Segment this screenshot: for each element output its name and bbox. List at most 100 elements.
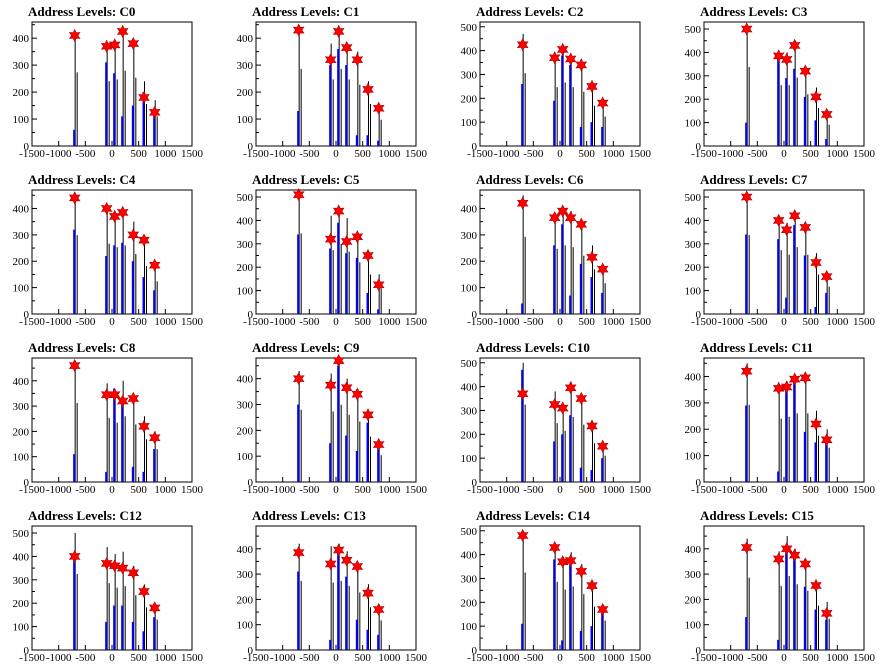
y-tick-label: 300 <box>685 398 702 410</box>
panel-title: Address Levels: C14 <box>476 508 590 524</box>
x-tick-label: -1500 <box>467 148 493 160</box>
chart-panel-c6: 0 100 200 300 400 -1500 -1000 -500 0 500 1000 1500 A… <box>448 168 672 336</box>
y-tick-label: 0 <box>472 477 478 489</box>
x-tick-label: 500 <box>578 484 595 496</box>
plot-frame <box>479 21 641 147</box>
x-tick-label: -1500 <box>243 148 269 160</box>
x-tick-label: -500 <box>75 148 96 160</box>
x-tick-label: 500 <box>354 484 371 496</box>
x-tick-label: -500 <box>747 148 768 160</box>
panel-title: Address Levels: C12 <box>28 508 142 524</box>
peak-marker <box>372 278 385 292</box>
peak-marker <box>340 40 353 55</box>
y-tick-label: 200 <box>237 425 254 437</box>
y-tick-label: 0 <box>696 645 702 657</box>
peak-marker <box>127 566 140 580</box>
peak-marker <box>772 49 785 63</box>
panel-title-channel: C15 <box>791 508 814 523</box>
x-tick-label: 500 <box>802 148 819 160</box>
x-tick-label: -1000 <box>494 148 520 160</box>
x-tick-label: 0 <box>557 148 563 160</box>
y-tick-label: 0 <box>248 645 254 657</box>
peak-marker <box>324 232 337 246</box>
x-tick-label: 1500 <box>853 316 876 328</box>
peak-marker <box>575 391 588 406</box>
x-tick-label: -1500 <box>467 652 493 664</box>
x-tick-label: 1500 <box>629 148 652 160</box>
peak-marker <box>292 23 305 37</box>
peak-marker <box>362 248 374 263</box>
x-tick-label: -500 <box>299 652 320 664</box>
y-tick-label: 100 <box>685 118 702 130</box>
peak-marker <box>148 601 161 615</box>
x-tick-label: -1500 <box>243 652 269 664</box>
panel-title: Address Levels: C0 <box>28 4 135 20</box>
chart-svg: 0 100 200 300 400 -1500 -1000 -500 0 500 1000 1500 <box>461 189 652 328</box>
peak-marker <box>596 439 609 453</box>
peak-marker <box>820 269 833 284</box>
panel-title-channel: C5 <box>343 172 360 187</box>
chart-panel-c2: 0 100 200 300 400 500 -1500 -1000 -500 0 500 1000 15… <box>448 0 672 168</box>
panel-title: Address Levels: C15 <box>700 508 814 524</box>
peak-marker <box>586 578 598 593</box>
x-tick-label: -1500 <box>19 148 45 160</box>
y-tick-label: 100 <box>13 283 30 295</box>
chart-panel-c3: 0 100 200 300 400 500 -1500 -1000 -500 0 500 1000 15… <box>672 0 896 168</box>
panel-title-channel: C0 <box>119 4 136 19</box>
x-tick-label: -1000 <box>494 484 520 496</box>
x-tick-label: 1000 <box>378 484 401 496</box>
x-tick-label: 1500 <box>405 148 428 160</box>
x-tick-label: 500 <box>578 148 595 160</box>
y-tick-label: 400 <box>13 33 30 45</box>
y-tick-label: 400 <box>461 382 478 394</box>
peak-marker <box>116 561 129 575</box>
x-tick-label: -500 <box>747 484 768 496</box>
y-tick-label: 200 <box>461 256 478 268</box>
x-tick-label: -500 <box>75 316 96 328</box>
peak-marker <box>138 419 150 433</box>
peak-marker <box>740 364 753 378</box>
panel-title-channel: C9 <box>343 340 360 355</box>
peak-marker <box>100 388 113 402</box>
y-tick-label: 200 <box>461 93 478 105</box>
y-tick-label: 400 <box>685 371 702 383</box>
x-tick-label: 500 <box>578 652 595 664</box>
peak-marker <box>324 378 337 392</box>
x-tick-label: 1500 <box>629 484 652 496</box>
peak-marker <box>575 564 588 578</box>
y-tick-label: 100 <box>237 451 254 463</box>
panel-title-prefix: Address Levels: <box>252 508 344 523</box>
x-tick-label: 1000 <box>826 652 849 664</box>
chart-panel-c13: 0 100 200 300 400 -1500 -1000 -500 0 500 1000 1500 A… <box>224 504 448 672</box>
y-tick-label: 0 <box>248 141 254 153</box>
panel-title: Address Levels: C6 <box>476 172 583 188</box>
panel-title-prefix: Address Levels: <box>700 340 792 355</box>
peak-marker <box>100 201 113 216</box>
peak-marker <box>292 545 305 560</box>
panel-title-prefix: Address Levels: <box>28 340 120 355</box>
chart-svg: 0 100 200 300 400 500 -1500 -1000 -500 0 500 1000 15… <box>685 21 876 160</box>
peak-marker <box>351 387 364 401</box>
peak-marker <box>68 358 81 373</box>
peak-marker <box>548 397 561 412</box>
y-tick-label: 300 <box>461 405 478 417</box>
y-tick-label: 400 <box>13 203 30 215</box>
x-tick-label: -1500 <box>467 316 493 328</box>
x-tick-label: -500 <box>747 652 768 664</box>
peak-marker <box>799 557 812 571</box>
x-tick-label: -1500 <box>467 484 493 496</box>
panel-title: Address Levels: C10 <box>476 340 590 356</box>
x-tick-label: 500 <box>354 148 371 160</box>
y-tick-label: 400 <box>13 551 30 563</box>
peak-marker <box>586 79 598 94</box>
chart-svg: 0 100 200 300 400 -1500 -1000 -500 0 500 1000 1500 <box>685 525 876 664</box>
x-tick-label: 500 <box>354 652 371 664</box>
chart-panel-c15: 0 100 200 300 400 -1500 -1000 -500 0 500 1000 1500 A… <box>672 504 896 672</box>
y-tick-label: 400 <box>461 550 478 562</box>
panel-title: Address Levels: C3 <box>700 4 807 20</box>
peak-marker <box>100 556 113 571</box>
chart-panel-c0: 0 100 200 300 400 -1500 -1000 -500 0 500 1000 1500 A… <box>0 0 224 168</box>
y-tick-label: 400 <box>685 544 702 556</box>
panel-title: Address Levels: C4 <box>28 172 135 188</box>
